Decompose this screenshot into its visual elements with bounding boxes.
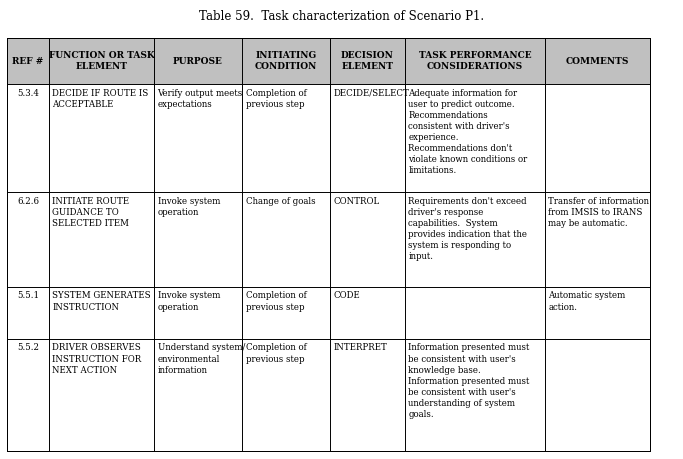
Text: Completion of
previous step: Completion of previous step <box>245 89 306 109</box>
Bar <box>545 38 650 84</box>
Text: Verify output meets
expectations: Verify output meets expectations <box>158 89 242 109</box>
Bar <box>7 38 49 84</box>
Bar <box>7 287 650 339</box>
Text: 6.2.6: 6.2.6 <box>17 196 39 206</box>
Bar <box>7 339 650 451</box>
Text: Understand system/
environmental
information: Understand system/ environmental informa… <box>158 343 245 375</box>
Text: Table 59.  Task characterization of Scenario P1.: Table 59. Task characterization of Scena… <box>199 10 484 22</box>
Bar <box>7 192 650 287</box>
Text: 5.3.4: 5.3.4 <box>17 89 39 97</box>
Bar <box>49 38 154 84</box>
Text: DECIDE/SELECT: DECIDE/SELECT <box>333 89 409 97</box>
Text: DRIVER OBSERVES
INSTRUCTION FOR
NEXT ACTION: DRIVER OBSERVES INSTRUCTION FOR NEXT ACT… <box>53 343 142 375</box>
Text: DECIDE IF ROUTE IS
ACCEPTABLE: DECIDE IF ROUTE IS ACCEPTABLE <box>53 89 149 109</box>
Bar <box>242 38 330 84</box>
Text: SYSTEM GENERATES
INSTRUCTION: SYSTEM GENERATES INSTRUCTION <box>53 291 151 312</box>
Text: Invoke system
operation: Invoke system operation <box>158 291 220 312</box>
Text: INITIATING
CONDITION: INITIATING CONDITION <box>255 51 317 71</box>
Bar <box>7 84 650 192</box>
Text: 5.5.2: 5.5.2 <box>17 343 39 353</box>
Text: Change of goals: Change of goals <box>245 196 315 206</box>
Text: Invoke system
operation: Invoke system operation <box>158 196 220 217</box>
Text: Adequate information for
user to predict outcome.
Recommendations
consistent wit: Adequate information for user to predict… <box>408 89 528 175</box>
Text: Information presented must
be consistent with user's
knowledge base.
Information: Information presented must be consistent… <box>408 343 530 419</box>
Bar <box>330 38 405 84</box>
Text: INTERPRET: INTERPRET <box>333 343 387 353</box>
Text: FUNCTION OR TASK
ELEMENT: FUNCTION OR TASK ELEMENT <box>48 51 154 71</box>
Text: Transfer of information
from IMSIS to IRANS
may be automatic.: Transfer of information from IMSIS to IR… <box>548 196 650 228</box>
Text: Requirements don't exceed
driver's response
capabilities.  System
provides indic: Requirements don't exceed driver's respo… <box>408 196 527 261</box>
Bar <box>405 38 545 84</box>
Text: Automatic system
action.: Automatic system action. <box>548 291 626 312</box>
Text: REF #: REF # <box>12 56 44 66</box>
Text: COMMENTS: COMMENTS <box>566 56 629 66</box>
Text: INITIATE ROUTE
GUIDANCE TO
SELECTED ITEM: INITIATE ROUTE GUIDANCE TO SELECTED ITEM <box>53 196 130 228</box>
Text: DECISION
ELEMENT: DECISION ELEMENT <box>341 51 394 71</box>
Text: 5.5.1: 5.5.1 <box>17 291 39 301</box>
Text: CODE: CODE <box>333 291 360 301</box>
Text: Completion of
previous step: Completion of previous step <box>245 291 306 312</box>
Text: Completion of
previous step: Completion of previous step <box>245 343 306 364</box>
Bar <box>154 38 242 84</box>
Text: CONTROL: CONTROL <box>333 196 380 206</box>
Text: TASK PERFORMANCE
CONSIDERATIONS: TASK PERFORMANCE CONSIDERATIONS <box>419 51 531 71</box>
Text: PURPOSE: PURPOSE <box>173 56 223 66</box>
